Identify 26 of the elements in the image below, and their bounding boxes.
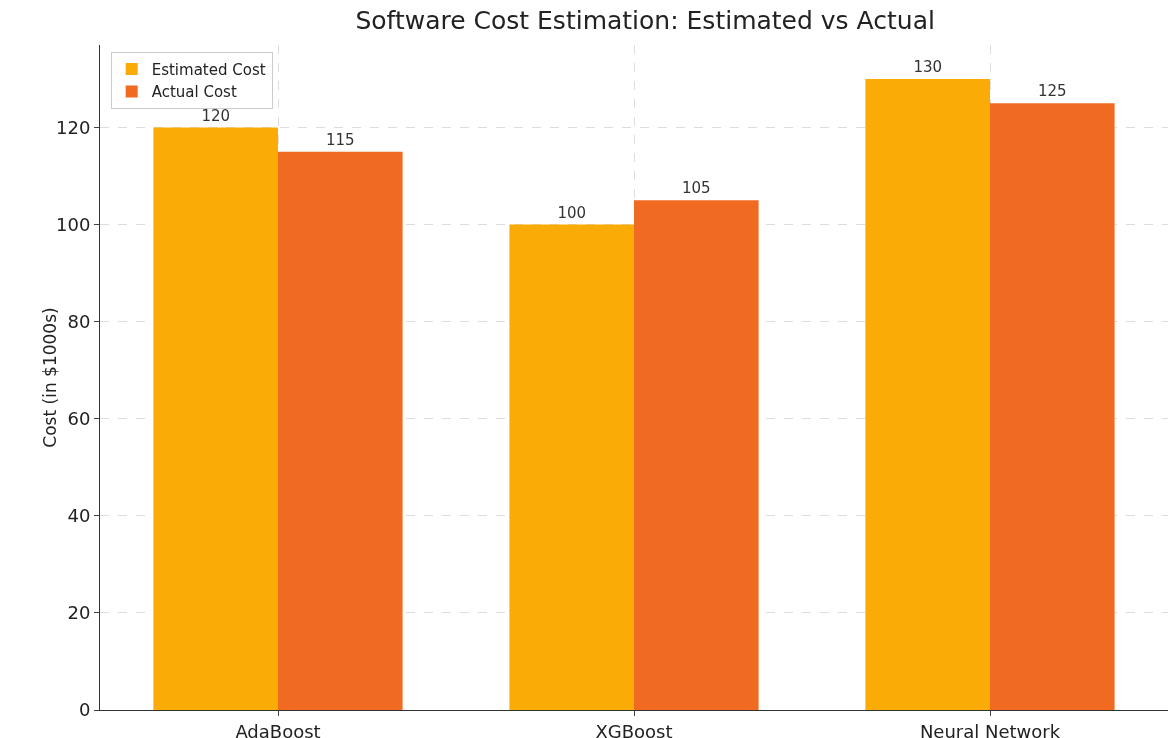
y-axis-title: Cost (in $1000s) [40, 307, 60, 448]
bar [153, 127, 278, 710]
data-label: 100 [557, 203, 587, 222]
y-tick-label: 60 [67, 408, 91, 430]
legend-label: Actual Cost [151, 83, 237, 102]
bar [865, 78, 990, 710]
data-label: 125 [1037, 82, 1067, 101]
y-tick-label: 40 [67, 505, 91, 527]
y-tick-label: 100 [56, 213, 91, 235]
bar [634, 200, 759, 710]
y-tick-label: 80 [67, 310, 91, 332]
x-tick-label: AdaBoost [235, 720, 321, 738]
bar [990, 103, 1115, 710]
bar [509, 224, 634, 710]
y-tick-label: 120 [56, 116, 91, 138]
legend-label: Estimated Cost [151, 60, 266, 79]
y-tick-label: 0 [78, 699, 91, 721]
x-tick-label: Neural Network [919, 720, 1061, 738]
data-label: 130 [913, 57, 943, 76]
x-tick-label: XGBoost [595, 720, 673, 738]
bar [278, 151, 403, 710]
data-label: 120 [201, 106, 231, 125]
y-tick-label: 20 [67, 602, 91, 624]
chart-title: Software Cost Estimation: Estimated vs Actual [355, 5, 935, 35]
data-label: 105 [681, 179, 711, 198]
data-label: 115 [325, 130, 355, 149]
